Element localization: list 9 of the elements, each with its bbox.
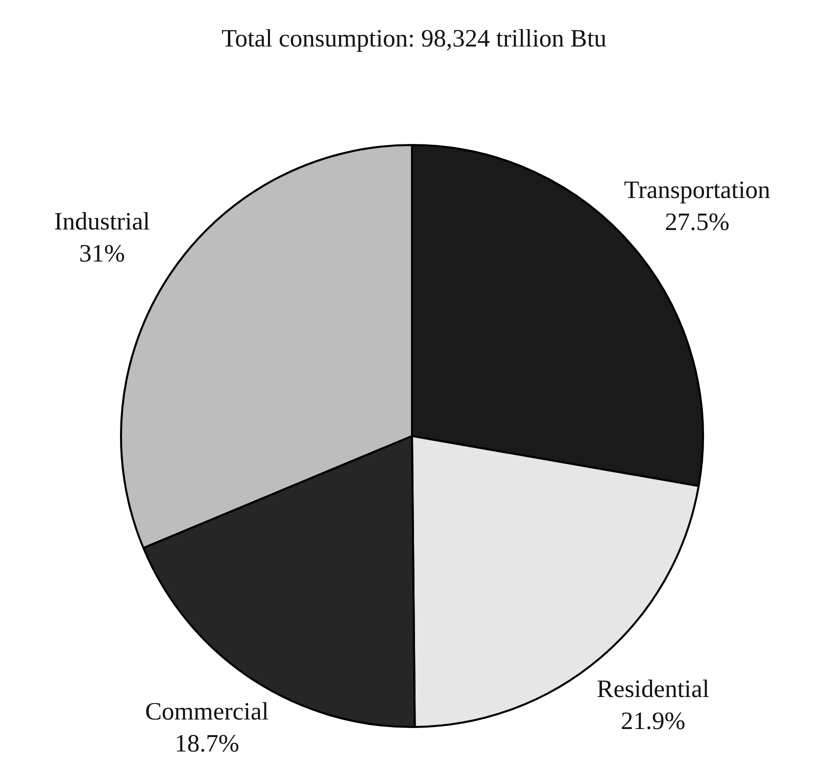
slice-label: Industrial bbox=[54, 208, 150, 236]
slice-label: Transportation bbox=[624, 177, 771, 204]
slice-label: Residential bbox=[596, 676, 710, 704]
data-label: 31% bbox=[79, 240, 126, 268]
data-label: 21.9% bbox=[620, 708, 686, 736]
slice-label: Commercial bbox=[145, 698, 269, 726]
data-label: 18.7% bbox=[174, 730, 240, 758]
chart-title: Total consumption: 98,324 trillion Btu bbox=[221, 26, 608, 53]
data-label: 27.5% bbox=[664, 209, 730, 236]
